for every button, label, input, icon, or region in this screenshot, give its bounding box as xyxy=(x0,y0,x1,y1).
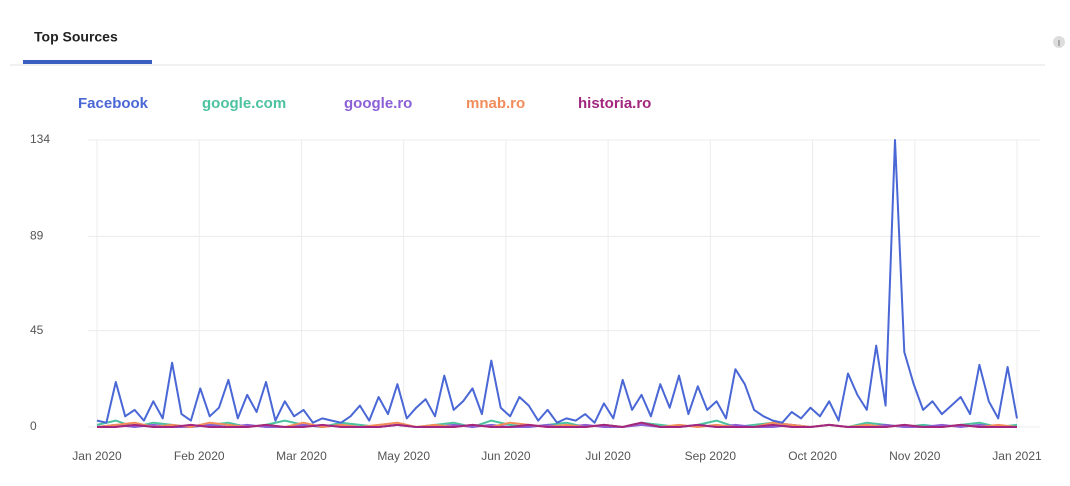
legend-entry: google.com xyxy=(202,95,286,112)
x-tick-label: Jan 2020 xyxy=(72,449,122,463)
legend-entry: Facebook xyxy=(78,95,149,112)
x-tick-label: Nov 2020 xyxy=(889,449,941,463)
x-tick-label: Jun 2020 xyxy=(481,449,531,463)
y-tick-label: 45 xyxy=(30,323,44,337)
x-tick-label: Sep 2020 xyxy=(685,449,737,463)
x-tick-label: Oct 2020 xyxy=(788,449,837,463)
series-line xyxy=(97,421,1017,428)
legend-entry: mnab.ro xyxy=(466,95,525,112)
x-tick-label: Mar 2020 xyxy=(276,449,327,463)
x-tick-label: Jan 2021 xyxy=(992,449,1042,463)
panel-title: Top Sources xyxy=(34,29,118,45)
x-tick-label: Jul 2020 xyxy=(585,449,631,463)
legend-entry: google.ro xyxy=(344,95,412,112)
y-tick-label: 134 xyxy=(30,132,50,146)
y-tick-label: 0 xyxy=(30,419,37,433)
y-tick-label: 89 xyxy=(30,229,44,243)
x-tick-label: May 2020 xyxy=(377,449,430,463)
tab-underline xyxy=(23,60,152,64)
series-line xyxy=(96,139,1018,424)
legend-entry: historia.ro xyxy=(578,95,651,112)
x-tick-label: Feb 2020 xyxy=(174,449,225,463)
